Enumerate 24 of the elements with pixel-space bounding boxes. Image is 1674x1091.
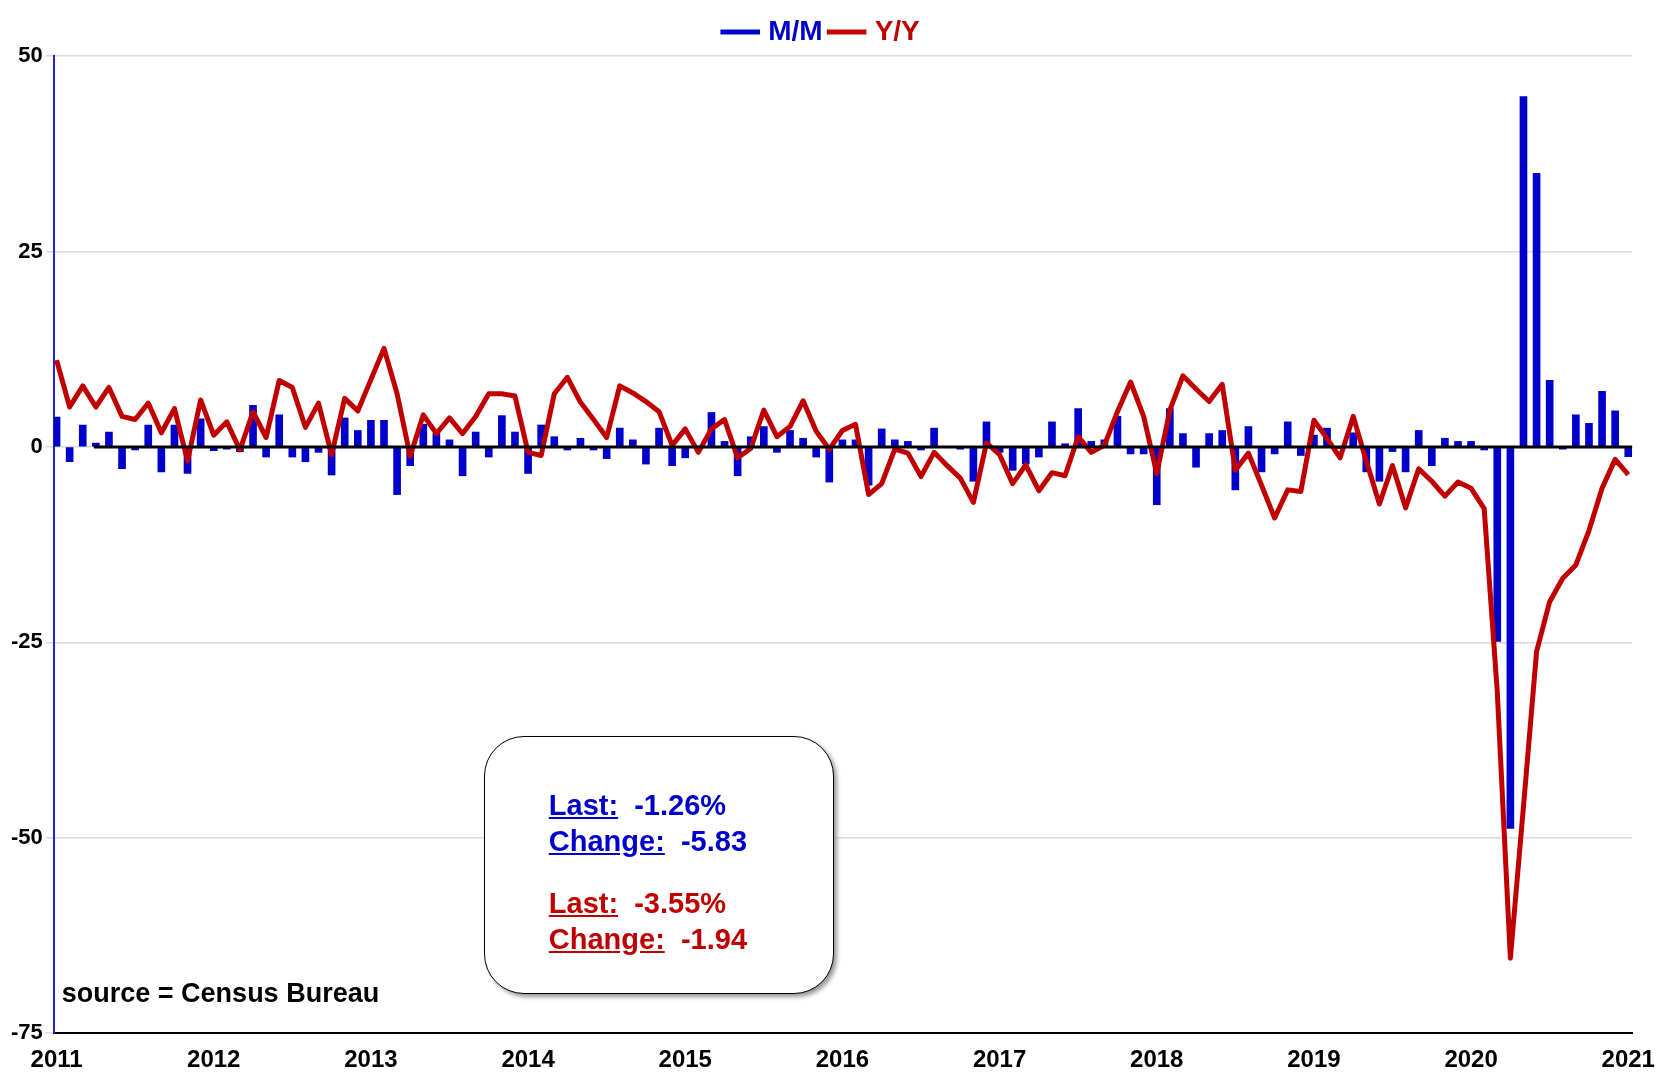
x-tick-label: 2014 bbox=[501, 1045, 556, 1073]
x-tick-label: 2019 bbox=[1287, 1045, 1341, 1073]
x-tick-label: 2021 bbox=[1601, 1045, 1655, 1073]
legend-label: Y/Y bbox=[874, 14, 921, 46]
y-tick-label: -25 bbox=[11, 628, 43, 654]
x-tick-label: 2012 bbox=[187, 1045, 241, 1073]
x-tick-label: 2013 bbox=[344, 1045, 398, 1073]
annotation: Last: -3.55% bbox=[548, 887, 727, 919]
x-tick-label: 2011 bbox=[30, 1045, 83, 1073]
annotation: Change: -1.94 bbox=[548, 923, 748, 955]
x-tick-label: 2017 bbox=[972, 1045, 1027, 1073]
x-tick-label: 2016 bbox=[815, 1045, 870, 1073]
legend-label: M/M bbox=[768, 14, 823, 46]
y-tick-label: 50 bbox=[18, 42, 43, 68]
y-tick-label: -50 bbox=[11, 823, 43, 849]
y-tick-label: 0 bbox=[30, 432, 43, 458]
y-tick-label: 25 bbox=[18, 237, 43, 263]
x-tick-label: 2020 bbox=[1444, 1045, 1498, 1073]
y-tick-label: -75 bbox=[11, 1019, 43, 1045]
annotation: source = Census Bureau bbox=[61, 978, 380, 1010]
x-tick-label: 2015 bbox=[658, 1045, 712, 1073]
x-tick-label: 2018 bbox=[1130, 1045, 1184, 1073]
annotation: Change: -5.83 bbox=[548, 825, 748, 857]
annotation: Last: -1.26% bbox=[548, 789, 727, 821]
